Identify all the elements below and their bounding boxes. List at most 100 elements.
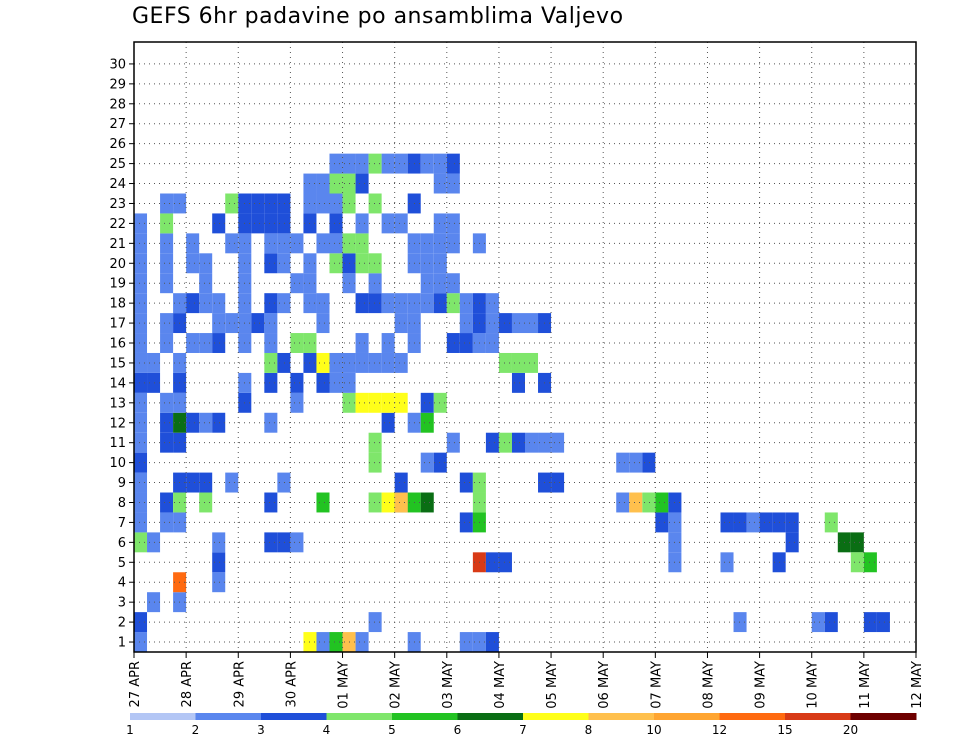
- heatmap-cell: [642, 452, 656, 473]
- heatmap-cell: [134, 432, 148, 453]
- heatmap-cell: [134, 472, 148, 493]
- heatmap-cell: [616, 452, 630, 473]
- heatmap-cell: [655, 512, 669, 533]
- heatmap-cell: [485, 333, 499, 353]
- heatmap-cell: [459, 632, 473, 652]
- heatmap-cell: [876, 612, 890, 633]
- heatmap-cell: [394, 153, 408, 174]
- y-tick-label: 27: [109, 117, 126, 132]
- heatmap-cell: [381, 392, 395, 413]
- heatmap-cell: [355, 233, 369, 254]
- heatmap-cell: [420, 253, 434, 274]
- x-tick-label: 07 MAY: [649, 661, 664, 709]
- heatmap-cell: [277, 532, 291, 553]
- heatmap-cell: [160, 392, 174, 413]
- heatmap-cell: [446, 333, 460, 353]
- heatmap-cell: [277, 193, 291, 214]
- heatmap-cell: [433, 153, 447, 174]
- colorbar-swatch: [261, 713, 327, 720]
- heatmap-cell: [433, 173, 447, 194]
- heatmap-cell: [134, 273, 148, 294]
- heatmap-cell: [329, 233, 343, 254]
- heatmap-cell: [264, 372, 278, 393]
- y-tick-label: 16: [109, 337, 126, 352]
- heatmap-cell: [746, 512, 760, 533]
- heatmap-cell: [277, 253, 291, 274]
- heatmap-cell: [459, 472, 473, 493]
- y-tick-label: 6: [118, 536, 126, 551]
- colorbar-label: 8: [585, 723, 593, 737]
- y-tick-label: 25: [109, 157, 126, 172]
- heatmap-cell: [824, 612, 838, 633]
- heatmap-cell: [264, 492, 278, 513]
- heatmap-cell: [134, 233, 148, 254]
- heatmap-cell: [394, 352, 408, 373]
- heatmap-cell: [381, 492, 395, 513]
- colorbar-label: 3: [257, 723, 265, 737]
- heatmap-cell: [329, 372, 343, 393]
- heatmap-cell: [850, 532, 864, 553]
- heatmap-cell: [629, 452, 643, 473]
- heatmap-cell: [316, 313, 330, 334]
- x-tick-label: 02 MAY: [389, 661, 404, 709]
- heatmap-cell: [720, 552, 734, 573]
- colorbar-label: 1: [126, 723, 134, 737]
- heatmap-cell: [212, 213, 226, 234]
- y-tick-label: 24: [109, 177, 126, 192]
- heatmap-cell: [277, 213, 291, 234]
- heatmap-cell: [160, 333, 174, 353]
- heatmap-cell: [251, 193, 265, 214]
- x-tick-label: 10 MAY: [806, 661, 821, 709]
- heatmap-cell: [368, 153, 382, 174]
- heatmap-cell: [316, 193, 330, 214]
- heatmap-cell: [381, 293, 395, 314]
- heatmap-cell: [134, 352, 148, 373]
- heatmap-cell: [277, 352, 291, 373]
- colorbar-swatch: [654, 713, 720, 720]
- heatmap-cell: [186, 412, 200, 433]
- heatmap-cell: [134, 512, 148, 533]
- grid-lines: [134, 42, 916, 652]
- heatmap-cell: [498, 313, 512, 334]
- heatmap-cell: [329, 193, 343, 214]
- heatmap-cell: [212, 552, 226, 573]
- heatmap-cell: [329, 153, 343, 174]
- heatmap-cell: [498, 552, 512, 573]
- heatmap-cell: [329, 352, 343, 373]
- heatmap-cell: [420, 233, 434, 254]
- y-tick-label: 26: [109, 137, 126, 152]
- heatmap-cell: [199, 492, 213, 513]
- colorbar-label: 5: [388, 723, 396, 737]
- heatmap-cell: [863, 552, 877, 573]
- x-tick-label: 08 MAY: [701, 661, 716, 709]
- heatmap-cell: [251, 313, 265, 334]
- heatmap-cell: [720, 512, 734, 533]
- heatmap-cell: [485, 552, 499, 573]
- heatmap-cell: [186, 253, 200, 274]
- colorbar-legend: 1 2 3 4 5 6 7 8 10 12 15 20: [126, 713, 917, 737]
- heatmap-cell: [446, 153, 460, 174]
- heatmap-cell: [511, 352, 525, 373]
- heatmap-cell: [225, 313, 239, 334]
- heatmap-cell: [316, 293, 330, 314]
- heatmap-cell: [394, 392, 408, 413]
- heatmap-cell: [420, 412, 434, 433]
- x-tick-label: 01 MAY: [337, 661, 352, 709]
- heatmap-cell: [394, 213, 408, 234]
- heatmap-cell: [212, 333, 226, 353]
- heatmap-cell: [525, 352, 539, 373]
- x-tick-label: 04 MAY: [493, 661, 508, 709]
- heatmap-cell: [160, 253, 174, 274]
- colorbar-swatch: [850, 713, 917, 720]
- heatmap-cell: [420, 273, 434, 294]
- heatmap-cell: [733, 612, 747, 633]
- heatmap-cell: [316, 233, 330, 254]
- heatmap-cell: [134, 492, 148, 513]
- heatmap-cell: [212, 313, 226, 334]
- heatmap-cell: [824, 512, 838, 533]
- heatmap-cell: [277, 233, 291, 254]
- x-tick-label: 30 APR: [284, 661, 299, 707]
- heatmap-cell: [381, 352, 395, 373]
- y-tick-label: 10: [109, 456, 126, 471]
- y-tick-label: 4: [118, 576, 126, 591]
